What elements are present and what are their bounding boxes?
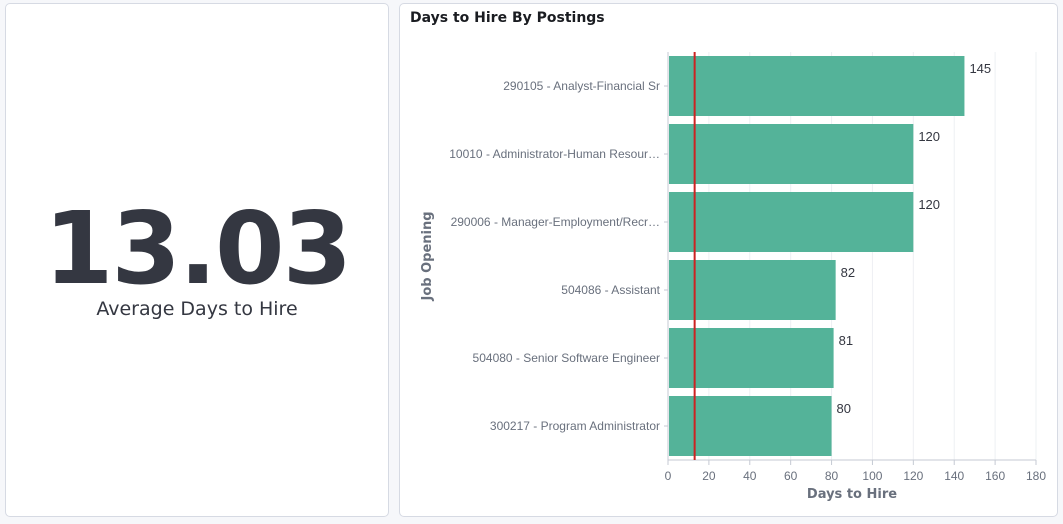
x-axis-title: Days to Hire [807, 487, 897, 502]
x-tick-label: 80 [825, 469, 839, 483]
x-tick-label: 40 [743, 469, 757, 483]
category-label: 504086 - Assistant [561, 283, 660, 297]
x-tick-label: 140 [944, 469, 964, 483]
data-label: 80 [837, 401, 851, 416]
metric-panel: 13.03 Average Days to Hire [5, 3, 389, 517]
data-label: 82 [841, 265, 855, 280]
x-tick-label: 160 [985, 469, 1005, 483]
data-label: 81 [839, 333, 853, 348]
bar [669, 396, 832, 456]
bar [669, 192, 914, 252]
bar [669, 328, 834, 388]
category-label: 290006 - Manager-Employment/Recr… [451, 215, 660, 229]
x-tick-label: 120 [903, 469, 923, 483]
bar [669, 260, 836, 320]
x-tick-label: 0 [665, 469, 672, 483]
x-tick-label: 20 [702, 469, 716, 483]
data-label: 120 [918, 197, 940, 212]
x-tick-label: 60 [784, 469, 798, 483]
bar [669, 124, 914, 184]
category-label: 300217 - Program Administrator [490, 419, 660, 433]
metric-label: Average Days to Hire [96, 298, 298, 320]
bar [669, 56, 965, 116]
y-axis-title: Job Opening [420, 211, 435, 301]
category-label: 10010 - Administrator-Human Resour… [449, 147, 660, 161]
x-tick-label: 180 [1026, 469, 1046, 483]
chart-panel: Days to Hire By Postings 0 20 40 60 80 100 120… [399, 3, 1058, 517]
category-label: 290105 - Analyst-Financial Sr [503, 79, 660, 93]
data-label: 120 [918, 129, 940, 144]
bar-chart: 0 20 40 60 80 100 120 140 160 180 145 290105 - Anal… [420, 52, 1046, 502]
data-label: 145 [969, 61, 991, 76]
x-tick-label: 100 [862, 469, 882, 483]
category-label: 504080 - Senior Software Engineer [473, 351, 660, 365]
metric-value: 13.03 [43, 190, 352, 307]
chart-title: Days to Hire By Postings [410, 10, 605, 26]
